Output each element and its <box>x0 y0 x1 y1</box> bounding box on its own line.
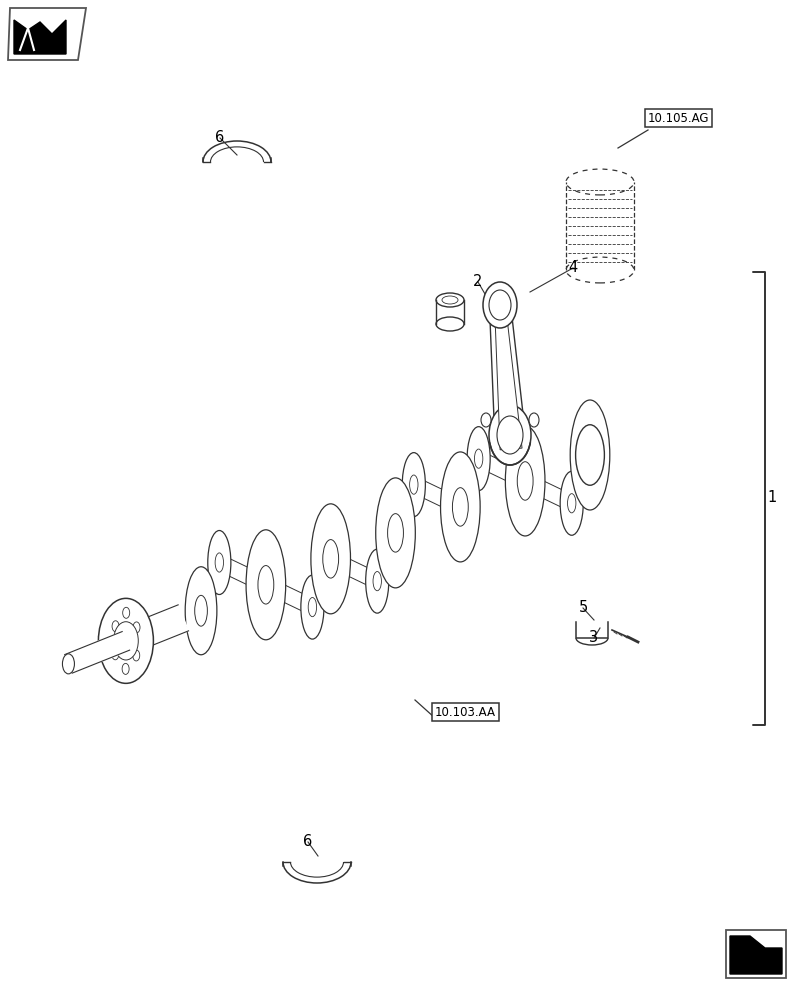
Ellipse shape <box>122 663 129 674</box>
Polygon shape <box>65 632 129 673</box>
Ellipse shape <box>489 405 531 465</box>
Polygon shape <box>730 936 782 974</box>
Ellipse shape <box>114 622 138 660</box>
Text: 3: 3 <box>590 631 599 646</box>
Ellipse shape <box>560 471 583 535</box>
Ellipse shape <box>62 654 74 674</box>
Ellipse shape <box>402 453 425 517</box>
Text: 4: 4 <box>568 260 578 275</box>
Polygon shape <box>194 560 227 614</box>
Ellipse shape <box>442 296 458 304</box>
Ellipse shape <box>481 413 491 427</box>
Ellipse shape <box>436 317 464 331</box>
Polygon shape <box>452 456 486 510</box>
Polygon shape <box>489 288 528 454</box>
Text: 6: 6 <box>303 834 313 850</box>
Ellipse shape <box>373 572 381 591</box>
Text: 2: 2 <box>473 274 482 290</box>
Polygon shape <box>410 477 464 514</box>
Ellipse shape <box>474 449 483 468</box>
Polygon shape <box>494 293 522 450</box>
Ellipse shape <box>467 427 490 491</box>
Ellipse shape <box>440 452 480 562</box>
Ellipse shape <box>529 413 539 427</box>
Polygon shape <box>475 451 528 488</box>
Ellipse shape <box>308 597 317 617</box>
Ellipse shape <box>452 488 469 526</box>
Ellipse shape <box>112 621 119 632</box>
Ellipse shape <box>208 531 231 595</box>
Bar <box>726 930 786 978</box>
Ellipse shape <box>311 504 351 614</box>
Polygon shape <box>263 578 316 614</box>
Ellipse shape <box>123 607 130 618</box>
Ellipse shape <box>195 595 208 626</box>
Text: 5: 5 <box>579 600 587 615</box>
Ellipse shape <box>366 549 389 613</box>
Ellipse shape <box>582 436 598 474</box>
Polygon shape <box>99 605 188 663</box>
Ellipse shape <box>483 282 517 328</box>
Ellipse shape <box>99 598 154 683</box>
Text: 1: 1 <box>768 490 776 506</box>
Ellipse shape <box>322 540 339 578</box>
Polygon shape <box>216 555 269 592</box>
Ellipse shape <box>517 462 533 500</box>
Ellipse shape <box>575 425 604 485</box>
Ellipse shape <box>258 566 274 604</box>
Ellipse shape <box>246 530 286 640</box>
Ellipse shape <box>133 622 140 633</box>
Ellipse shape <box>567 494 576 513</box>
Ellipse shape <box>133 650 140 661</box>
Ellipse shape <box>185 567 217 655</box>
Polygon shape <box>327 552 381 588</box>
Text: 10.105.AG: 10.105.AG <box>648 111 709 124</box>
Polygon shape <box>305 556 339 610</box>
Text: 10.103.AA: 10.103.AA <box>435 706 496 718</box>
Polygon shape <box>388 482 421 536</box>
Polygon shape <box>564 452 597 506</box>
Ellipse shape <box>388 514 403 552</box>
Ellipse shape <box>376 478 415 588</box>
Text: 6: 6 <box>216 130 225 145</box>
Ellipse shape <box>497 416 523 454</box>
Ellipse shape <box>436 293 464 307</box>
Ellipse shape <box>410 475 418 494</box>
Ellipse shape <box>570 400 610 510</box>
Ellipse shape <box>505 426 545 536</box>
Ellipse shape <box>489 290 511 320</box>
Ellipse shape <box>215 553 224 572</box>
Polygon shape <box>370 530 403 584</box>
Ellipse shape <box>112 649 119 660</box>
Polygon shape <box>522 474 575 510</box>
Ellipse shape <box>301 575 324 639</box>
Polygon shape <box>14 20 66 54</box>
